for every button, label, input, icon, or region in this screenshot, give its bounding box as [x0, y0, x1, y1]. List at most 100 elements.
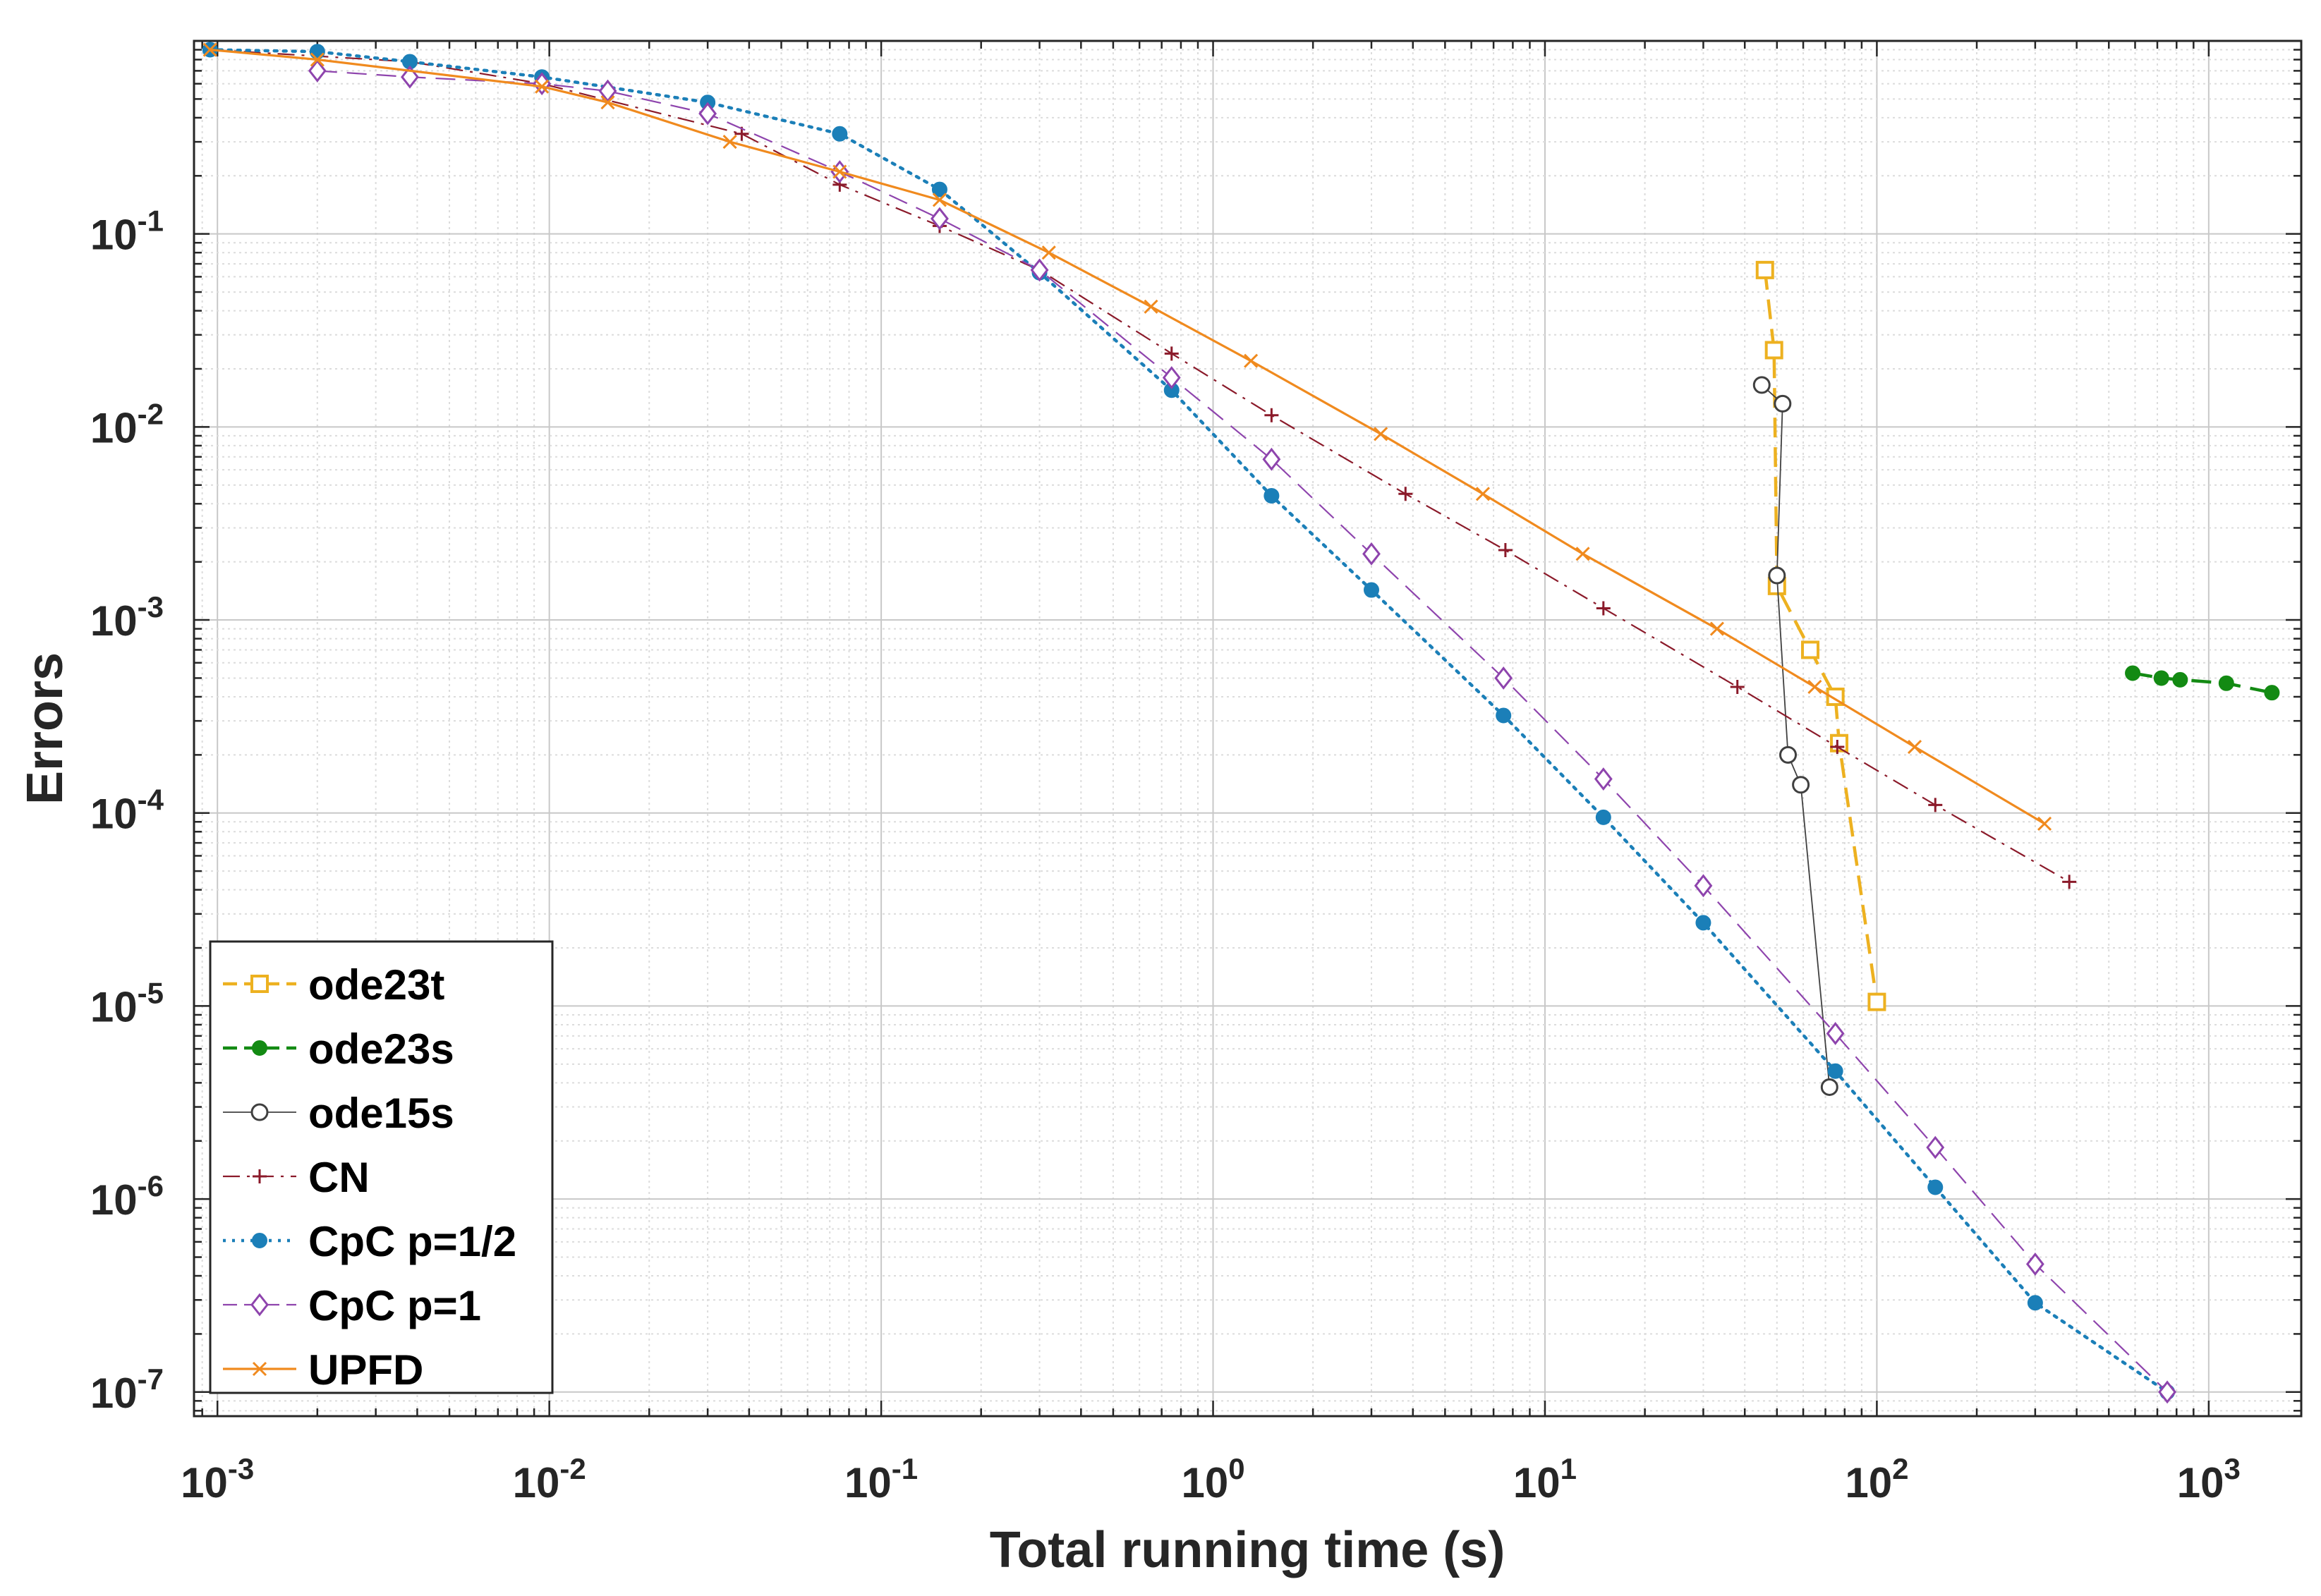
data-point [1807, 679, 1822, 695]
data-point [832, 126, 848, 142]
data-point [250, 975, 269, 993]
legend: ode23t ode23s ode15s CN CpC p=1/2 CpC p=1 UPFD [209, 940, 554, 1394]
y-tick-label: 10-4 [90, 784, 164, 838]
y-tick-label-exponent: -7 [138, 1363, 164, 1396]
y-tick-label: 10-1 [90, 205, 164, 259]
data-point [252, 1361, 267, 1377]
data-point [202, 42, 217, 57]
y-tick-label: 10-2 [90, 397, 164, 451]
data-point [2125, 665, 2141, 681]
y-tick-label-base: 10 [90, 212, 138, 259]
x-tick-label: 10-3 [181, 1452, 254, 1506]
series-line-cpc-p-1-2 [208, 48, 2169, 1394]
data-point [1398, 487, 1413, 501]
y-tick-label-exponent: -3 [138, 590, 164, 623]
x-tick-label-base: 10 [513, 1459, 560, 1506]
series-line-cn [210, 49, 2070, 883]
x-tick-label: 10-2 [513, 1452, 586, 1506]
data-point [2025, 1252, 2044, 1276]
series-upfd [202, 42, 2052, 831]
y-tick-label-exponent: -1 [138, 205, 164, 238]
x-tick-label-base: 10 [2177, 1459, 2224, 1506]
data-point [2158, 1380, 2176, 1404]
data-point [1496, 707, 1512, 724]
data-point [253, 1169, 267, 1183]
data-point [1907, 739, 1922, 755]
data-point [1595, 809, 1611, 825]
data-point [1494, 666, 1513, 690]
data-point [1752, 376, 1771, 394]
data-point [1792, 776, 1810, 794]
x-axis-label: Total running time (s) [990, 1522, 1505, 1578]
data-point [1041, 245, 1056, 260]
x-tick-label-exponent: -2 [559, 1452, 586, 1485]
y-tick-label-base: 10 [90, 791, 138, 838]
data-point [1164, 346, 1179, 361]
series-ode23t [1755, 260, 1886, 1011]
data-point [1764, 341, 1783, 360]
x-tick-label-exponent: 2 [1892, 1452, 1908, 1485]
x-tick-label: 103 [2177, 1452, 2241, 1506]
y-tick-labels: 10-710-610-510-410-310-210-1 [90, 205, 164, 1417]
data-point [1695, 915, 1711, 931]
data-point [932, 193, 947, 207]
x-tick-label-base: 10 [1513, 1459, 1561, 1506]
data-point [600, 95, 615, 110]
data-point [1768, 566, 1786, 585]
series-ode15s [1752, 376, 1838, 1096]
y-tick-label: 10-6 [90, 1169, 164, 1224]
data-point [1498, 543, 1513, 558]
x-tick-label-exponent: -3 [228, 1452, 254, 1485]
data-point [1694, 874, 1713, 898]
x-tick-label: 102 [1845, 1452, 1908, 1506]
data-point [1867, 992, 1886, 1011]
data-point [2037, 816, 2052, 831]
data-point [252, 1233, 267, 1248]
legend-label-upfd: UPFD [308, 1346, 423, 1394]
data-point [1927, 1179, 1944, 1195]
y-tick-label-exponent: -4 [138, 784, 164, 817]
data-point [250, 1293, 269, 1317]
data-point [1374, 427, 1388, 441]
data-point [1263, 487, 1280, 504]
data-point [1363, 582, 1379, 598]
y-tick-label: 10-3 [90, 590, 164, 645]
data-point [1755, 260, 1774, 279]
x-tick-label-base: 10 [1181, 1459, 1228, 1506]
data-point [1928, 798, 1943, 812]
data-point [1827, 1063, 1843, 1079]
legend-box [209, 940, 554, 1394]
data-point [1144, 299, 1158, 314]
data-point [931, 207, 949, 231]
data-point [309, 44, 325, 60]
data-point [308, 59, 327, 83]
data-point [1030, 258, 1049, 282]
data-point [722, 135, 737, 150]
data-point [1362, 542, 1381, 566]
y-tick-label-exponent: -2 [138, 397, 164, 430]
data-point [1730, 679, 1745, 694]
series-cpc-p-1 [308, 59, 2176, 1404]
data-point [1596, 601, 1611, 616]
y-tick-label: 10-7 [90, 1363, 164, 1417]
data-point [1779, 745, 1798, 764]
data-point [310, 52, 325, 67]
y-tick-label-base: 10 [90, 597, 138, 645]
axis-ticks [194, 39, 2301, 1416]
y-tick-label-base: 10 [90, 1176, 138, 1224]
data-point [1475, 487, 1491, 501]
legend-label-ode23s: ode23s [308, 1025, 454, 1073]
data-point [252, 1040, 267, 1056]
data-point [2264, 685, 2280, 701]
legend-label-cpc-p-1: CpC p=1 [308, 1282, 481, 1329]
data-point [1262, 447, 1281, 471]
x-tick-label-base: 10 [844, 1459, 892, 1506]
data-point [931, 181, 947, 197]
data-point [2027, 1295, 2043, 1311]
plot-frame [193, 39, 2303, 1418]
data-point [1162, 366, 1181, 389]
legend-label-ode15s: ode15s [308, 1090, 454, 1137]
data-point [1826, 1022, 1845, 1045]
legend-label-cn: CN [308, 1154, 370, 1201]
